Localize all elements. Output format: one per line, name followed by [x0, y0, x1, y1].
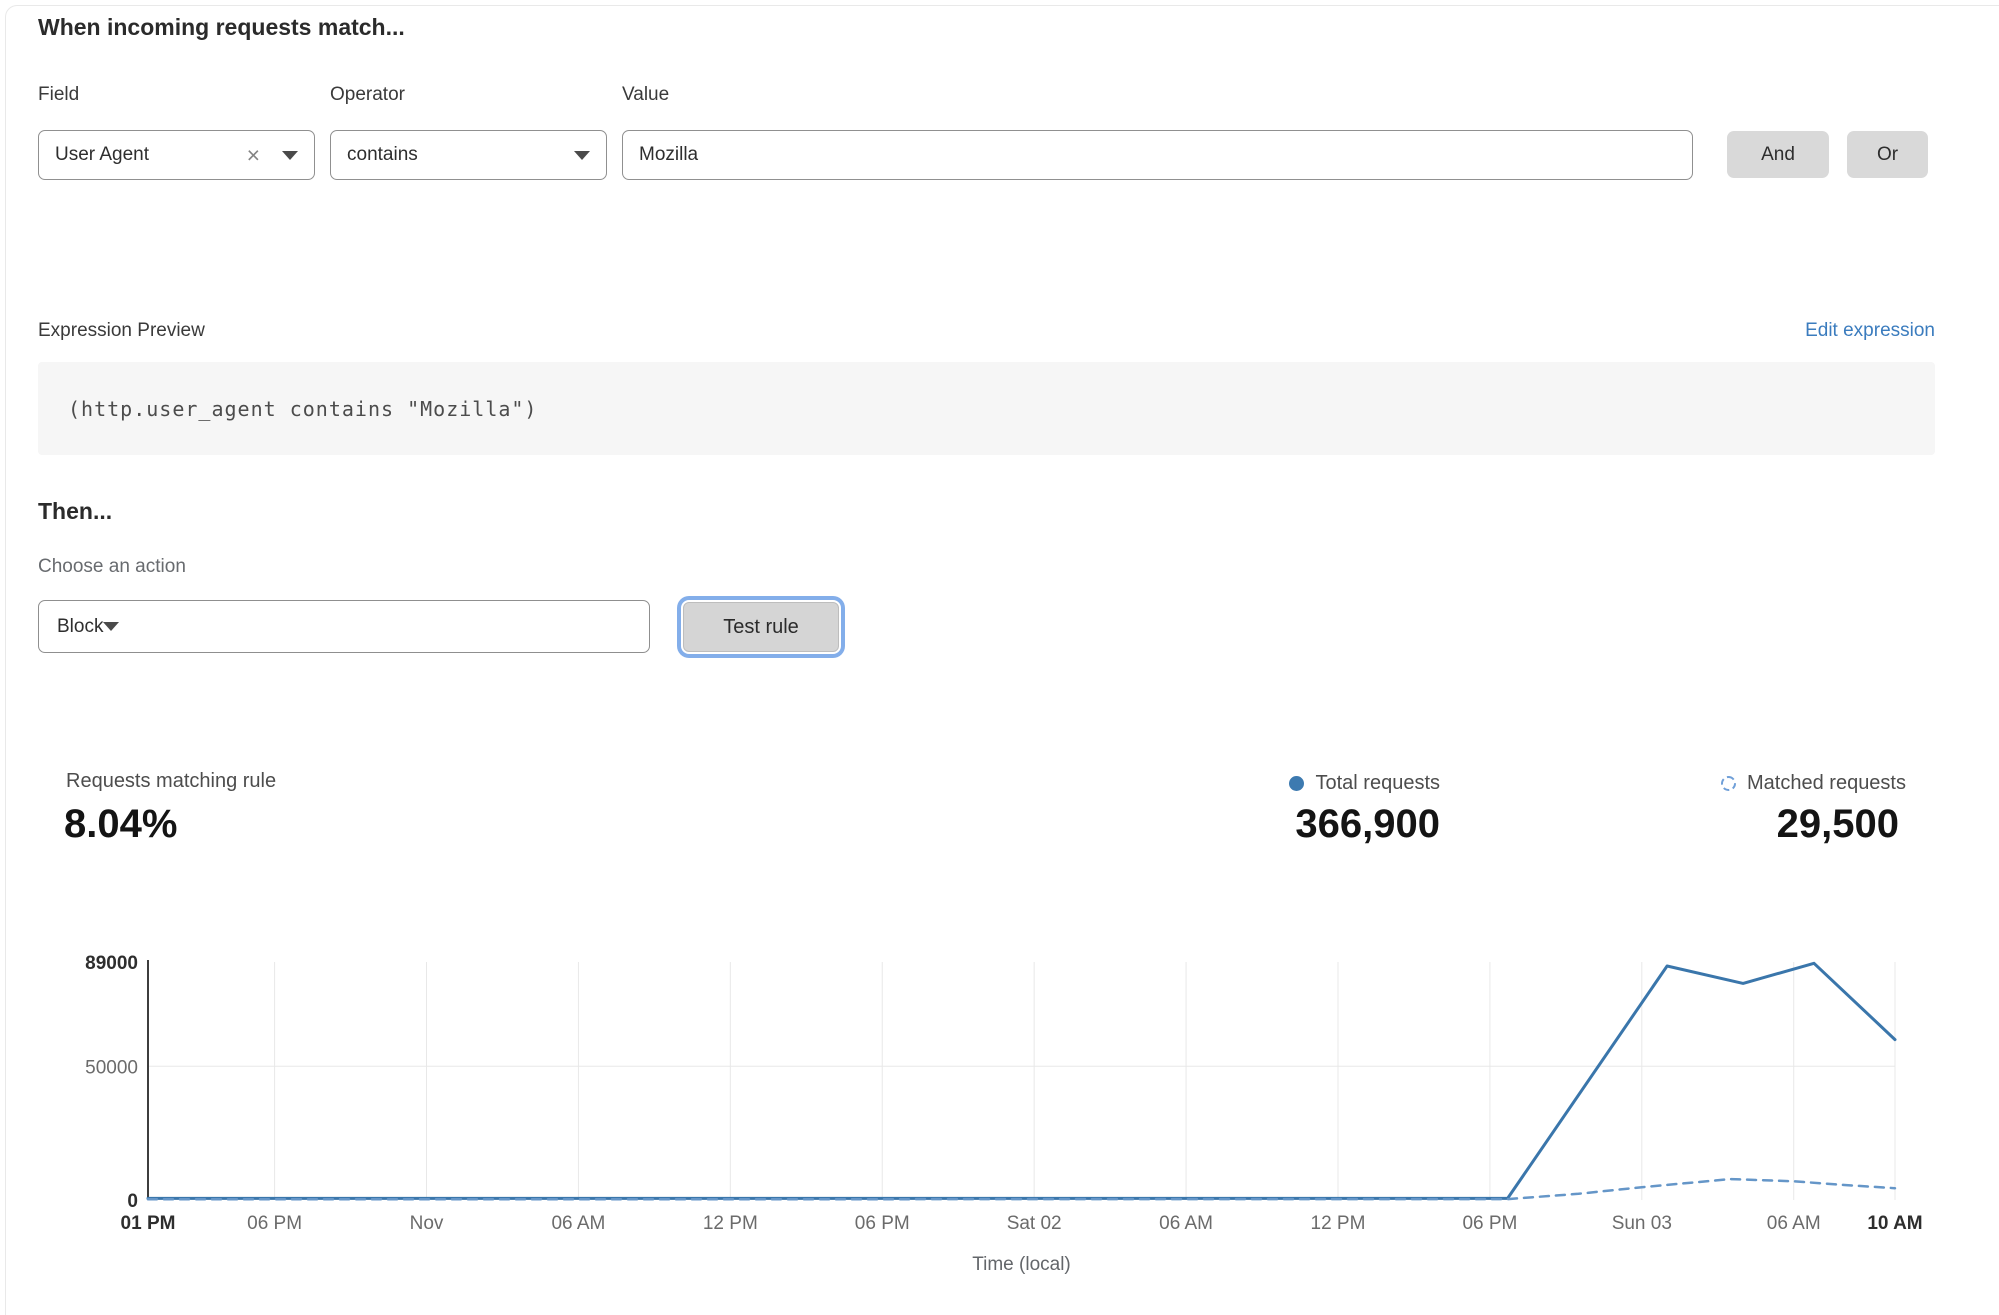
or-button[interactable]: Or: [1847, 131, 1928, 178]
chevron-down-icon: [574, 150, 590, 160]
x-axis-tick-label: 06 AM: [1159, 1213, 1213, 1234]
edit-expression-link[interactable]: Edit expression: [1805, 320, 1935, 341]
field-label: Field: [38, 84, 80, 105]
chevron-down-icon: [103, 622, 120, 631]
x-axis-tick-label: 01 PM: [121, 1213, 176, 1234]
x-axis-tick-label: 06 PM: [1462, 1213, 1517, 1234]
matched-requests-line: [146, 1177, 1897, 1201]
value-label: Value: [622, 84, 670, 105]
legend-total-requests[interactable]: Total requests: [1040, 772, 1440, 795]
then-heading: Then...: [38, 498, 113, 524]
x-axis-tick-label: 06 PM: [855, 1213, 910, 1234]
expression-preview-label: Expression Preview: [38, 320, 205, 341]
solid-dot-icon: [1289, 776, 1305, 791]
matched-requests-value: 29,500: [1776, 802, 1899, 846]
x-axis-tick-label: Nov: [410, 1213, 444, 1234]
x-axis-tick-label: 06 AM: [1767, 1213, 1821, 1234]
y-axis-tick-label: 50000: [85, 1057, 138, 1078]
requests-line-chart: 89000 50000 001 PM 06 PM Nov 06 AM 12 PM 06 PM S…: [85, 953, 1922, 1275]
action-select[interactable]: Block: [38, 600, 650, 653]
x-axis-tick-label: Sun 03: [1612, 1213, 1672, 1234]
x-axis-tick-label: 06 AM: [551, 1213, 605, 1234]
total-requests-value: 366,900: [1295, 802, 1440, 846]
operator-label: Operator: [330, 84, 405, 105]
x-axis-tick-label: 12 PM: [1311, 1213, 1366, 1234]
match-heading: When incoming requests match...: [38, 14, 405, 40]
y-axis-tick-label: 89000: [85, 953, 138, 974]
y-axis-tick-label: 0: [127, 1191, 138, 1212]
x-axis-tick-label: Sat 02: [1007, 1213, 1062, 1234]
test-rule-button[interactable]: Test rule: [683, 602, 839, 652]
choose-action-label: Choose an action: [38, 556, 186, 577]
total-requests-label: Total requests: [1315, 772, 1440, 794]
x-axis-tick-label: 10 AM: [1867, 1213, 1922, 1234]
operator-select-value: contains: [347, 144, 418, 165]
expression-code-block: (http.user_agent contains "Mozilla"): [38, 362, 1935, 455]
chevron-down-icon: [282, 150, 298, 160]
legend-matched-requests[interactable]: Matched requests: [1500, 772, 1906, 795]
dashed-circle-icon: [1721, 776, 1737, 791]
field-select[interactable]: User Agent ×: [38, 130, 315, 180]
field-select-value: User Agent: [55, 144, 149, 165]
clear-field-icon[interactable]: ×: [246, 141, 260, 168]
matched-requests-label: Matched requests: [1747, 772, 1906, 794]
x-axis-tick-label: 12 PM: [703, 1213, 758, 1234]
and-button[interactable]: And: [1727, 131, 1829, 178]
operator-select[interactable]: contains: [330, 130, 607, 180]
requests-matching-label: Requests matching rule: [66, 770, 277, 792]
expression-code: (http.user_agent contains "Mozilla"): [68, 396, 538, 421]
x-axis-title: Time (local): [972, 1254, 1071, 1275]
action-select-value: Block: [57, 615, 104, 637]
x-axis-tick-label: 06 PM: [247, 1213, 302, 1234]
value-input[interactable]: [622, 130, 1693, 180]
requests-matching-value: 8.04%: [64, 802, 178, 846]
total-requests-line: [146, 961, 1897, 1200]
